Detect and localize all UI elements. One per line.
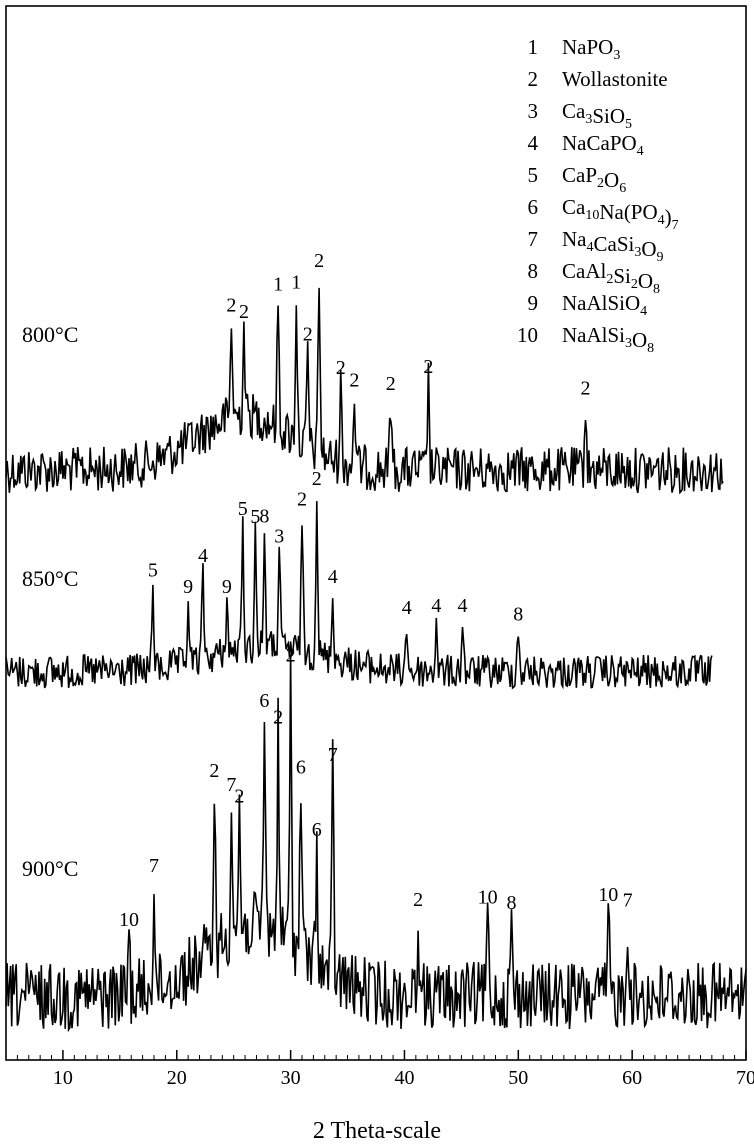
peak-label: 10 [478, 887, 498, 909]
peak-label: 2 [423, 356, 433, 378]
legend-number: 4 [528, 131, 539, 155]
peak-label: 7 [149, 855, 159, 877]
peak-label: 2 [349, 370, 359, 392]
peak-label: 2 [209, 760, 219, 782]
peak-label: 4 [402, 597, 412, 619]
peak-label: 4 [328, 566, 338, 588]
peak-label: 8 [259, 505, 269, 527]
peak-label: 2 [336, 357, 346, 379]
x-axis-label: 2 Theta-scale [313, 1118, 441, 1144]
peak-label: 2 [297, 488, 307, 510]
x-tick-label: 70 [736, 1067, 754, 1089]
legend-entry: Wollastonite [562, 67, 668, 91]
x-tick-label: 20 [167, 1067, 187, 1089]
peak-label: 2 [286, 644, 296, 666]
peak-label: 8 [513, 603, 523, 625]
legend-number: 3 [528, 99, 539, 123]
peak-label: 2 [226, 294, 236, 316]
peak-label: 8 [506, 892, 516, 914]
peak-label: 10 [119, 909, 139, 931]
legend-entry: Na4CaSi3O9 [562, 227, 664, 265]
legend-entry: NaAlSi3O8 [562, 323, 654, 356]
legend-entry: NaAlSiO4 [562, 291, 647, 319]
peak-label: 6 [259, 690, 269, 712]
peak-label: 4 [458, 595, 468, 617]
peak-label: 4 [198, 545, 208, 567]
peak-label: 1 [291, 271, 301, 293]
legend-number: 9 [528, 291, 539, 315]
peak-label: 2 [580, 377, 590, 399]
legend-entry: NaCaPO4 [562, 131, 644, 159]
peak-label: 2 [312, 468, 322, 490]
peak-label: 2 [303, 323, 313, 345]
legend-number: 1 [528, 35, 539, 59]
peak-label: 2 [273, 706, 283, 728]
plot-frame [5, 5, 747, 1061]
peak-label: 10 [598, 884, 618, 906]
x-tick-label: 10 [53, 1067, 73, 1089]
series-label: 850°C [22, 566, 78, 591]
peak-label: 5 [250, 506, 260, 528]
legend-entry: Ca3SiO5 [562, 99, 632, 132]
peak-label: 7 [623, 889, 633, 911]
legend: 1 NaPO3 2 Wollastonite 3 Ca3SiO5 4 NaCaPO4 5 CaP2… [517, 35, 679, 356]
legend-entry: Ca10Na(PO4)7 [562, 195, 679, 233]
series-label: 800°C [22, 322, 78, 347]
legend-number: 5 [528, 163, 539, 187]
peak-label: 5 [238, 498, 248, 520]
peak-label: 1 [273, 273, 283, 295]
legend-entry: CaAl2Si2O8 [562, 259, 660, 297]
xrd-traces [5, 287, 747, 1033]
x-tick-label: 60 [622, 1067, 642, 1089]
x-tick-label: 40 [394, 1067, 414, 1089]
legend-number: 7 [528, 227, 539, 251]
peak-label: 6 [312, 819, 322, 841]
peak-label: 7 [328, 744, 338, 766]
peak-label: 2 [239, 301, 249, 323]
peak-label: 2 [314, 250, 324, 272]
peak-label: 2 [386, 373, 396, 395]
peak-label: 6 [296, 756, 306, 778]
legend-entry: CaP2O6 [562, 163, 626, 196]
peak-label: 9 [222, 576, 232, 598]
legend-number: 10 [517, 323, 538, 347]
peak-label: 5 [148, 560, 158, 582]
axes: 10 20 30 40 50 60 70 [5, 5, 754, 1089]
trace-1 [5, 501, 713, 690]
peak-label: 2 [234, 786, 244, 808]
series-label: 900°C [22, 856, 78, 881]
legend-entry: NaPO3 [562, 35, 620, 63]
trace-0 [5, 287, 724, 495]
legend-number: 6 [528, 195, 539, 219]
x-tick-label: 50 [508, 1067, 528, 1089]
peak-label: 9 [183, 576, 193, 598]
peak-label: 2 [413, 889, 423, 911]
legend-number: 8 [528, 259, 539, 283]
peak-label: 7 [226, 774, 236, 796]
peak-label: 3 [274, 525, 284, 547]
trace-2 [5, 654, 747, 1033]
x-tick-label: 30 [281, 1067, 301, 1089]
legend-number: 2 [528, 67, 539, 91]
peak-label: 4 [431, 595, 441, 617]
